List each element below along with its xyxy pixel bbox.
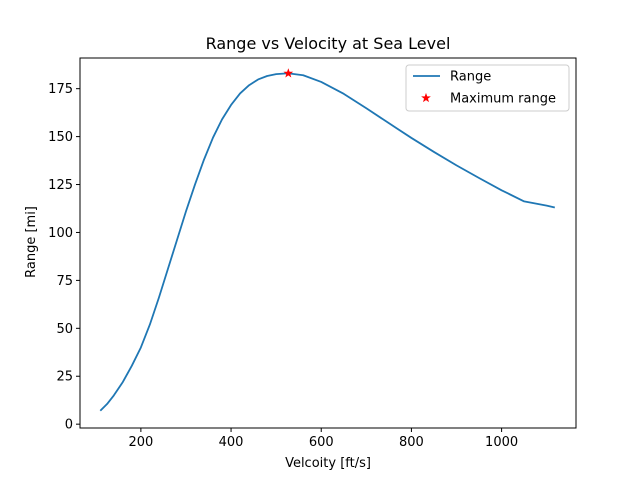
y-tick-label: 150 xyxy=(48,130,73,145)
y-tick-label: 0 xyxy=(65,418,73,433)
legend-entry-label: Range xyxy=(450,70,491,85)
x-tick-label: 800 xyxy=(399,435,424,450)
y-tick-label: 125 xyxy=(48,178,73,193)
legend-entry-label: Maximum range xyxy=(450,92,556,107)
y-tick-label: 175 xyxy=(48,82,73,97)
y-tick-label: 100 xyxy=(48,226,73,241)
y-tick-label: 25 xyxy=(56,370,73,385)
x-tick-label: 200 xyxy=(128,435,153,450)
maximum-range-marker xyxy=(283,68,294,78)
axis-ticks: 200 400 600 800 1000 0 25 50 75 100 125 150 175 xyxy=(48,82,518,450)
legend: Range Maximum range xyxy=(405,64,570,112)
range-series-line xyxy=(99,72,556,412)
x-tick-label: 600 xyxy=(309,435,334,450)
x-tick-label: 400 xyxy=(219,435,244,450)
legend-frame xyxy=(405,64,570,112)
y-tick-label: 50 xyxy=(56,322,73,337)
y-axis-label: Range [mi] xyxy=(24,206,39,278)
plot-area xyxy=(99,68,556,412)
chart-title: Range vs Velocity at Sea Level xyxy=(206,34,451,53)
x-axis-label: Velcoity [ft/s] xyxy=(285,456,371,471)
axes-frame xyxy=(79,57,577,429)
x-tick-label: 1000 xyxy=(485,435,518,450)
legend-star-swatch xyxy=(421,92,431,103)
y-tick-label: 75 xyxy=(56,274,73,289)
